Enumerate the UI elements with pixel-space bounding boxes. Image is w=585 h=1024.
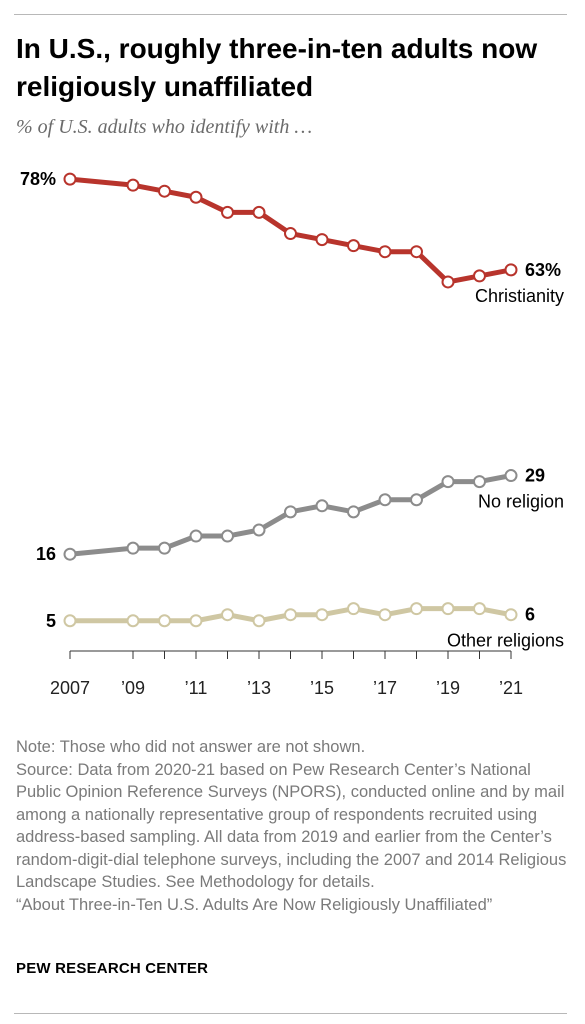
data-point [252, 614, 266, 628]
data-point [504, 608, 518, 622]
label-layer: 78% 63% Christianity 16 29 No religion 5 6 Other… [20, 169, 564, 651]
data-point [126, 614, 140, 628]
line-chart: 2007 ’09 ’11 ’13 ’15 ’17 ’19 ’21 78% 63% Christia… [20, 169, 564, 698]
data-point [441, 275, 455, 289]
data-point [221, 608, 234, 622]
data-point [189, 529, 203, 543]
data-point [441, 602, 455, 616]
series-name-label: Other religions [447, 631, 564, 651]
x-axis: 2007 ’09 ’11 ’13 ’15 ’17 ’19 ’21 [50, 650, 523, 698]
data-point [473, 602, 486, 616]
chart-title: In U.S., roughly three-in-ten adults now… [16, 33, 538, 102]
start-value-label: 78% [20, 169, 56, 189]
data-point [252, 523, 266, 537]
data-point [473, 269, 486, 283]
chart-subtitle: % of U.S. adults who identify with … [16, 116, 313, 138]
series-no-religion [63, 469, 518, 561]
data-point [347, 505, 360, 519]
data-point [126, 541, 140, 555]
data-point [347, 239, 360, 253]
data-point [221, 529, 234, 543]
x-tick-label: 2007 [50, 678, 90, 698]
data-point [158, 184, 171, 198]
data-point [504, 469, 518, 483]
data-point [252, 205, 266, 219]
end-value-label: 6 [525, 605, 535, 625]
data-point [378, 245, 392, 259]
data-point [63, 614, 77, 628]
series-name-label: No religion [478, 492, 564, 512]
x-tick-label: ’11 [185, 678, 208, 698]
x-tick-label: ’15 [310, 678, 334, 698]
end-value-label: 63% [525, 260, 561, 280]
data-point [410, 602, 423, 616]
top-rule [14, 14, 567, 15]
data-point [158, 541, 171, 555]
x-tick-label: ’19 [436, 678, 460, 698]
data-point [410, 493, 423, 507]
start-value-label: 5 [46, 611, 56, 631]
series-christianity [63, 172, 518, 289]
data-point [221, 205, 234, 219]
x-tick-label: ’21 [499, 678, 523, 698]
footnotes: Note: Those who did not answer are not s… [16, 736, 571, 916]
data-point [63, 172, 77, 186]
source-text: Source: Data from 2020-21 based on Pew R… [16, 760, 567, 892]
data-point [410, 245, 423, 259]
data-point [315, 499, 329, 513]
data-point [315, 608, 329, 622]
x-tick-label: ’17 [373, 678, 397, 698]
bottom-rule [14, 1013, 567, 1014]
data-point [378, 608, 392, 622]
end-value-label: 29 [525, 466, 545, 486]
series-layer [63, 172, 518, 628]
data-point [284, 608, 297, 622]
start-value-label: 16 [36, 544, 56, 564]
data-point [63, 547, 77, 561]
note-text: Note: Those who did not answer are not s… [16, 738, 366, 756]
data-point [347, 602, 360, 616]
data-point [189, 190, 203, 204]
data-point [378, 493, 392, 507]
data-point [284, 227, 297, 241]
brand-logo-text: PEW RESEARCH CENTER [16, 960, 209, 977]
data-point [189, 614, 203, 628]
data-point [158, 614, 171, 628]
report-title: “About Three-in-Ten U.S. Adults Are Now … [16, 895, 493, 914]
x-tick-label: ’09 [121, 678, 145, 698]
data-point [473, 475, 486, 489]
data-point [315, 233, 329, 247]
data-point [284, 505, 297, 519]
data-point [504, 263, 518, 277]
series-other-religions [63, 602, 518, 628]
x-tick-label: ’13 [247, 678, 271, 698]
data-point [441, 475, 455, 489]
series-name-label: Christianity [475, 286, 564, 306]
data-point [126, 178, 140, 192]
